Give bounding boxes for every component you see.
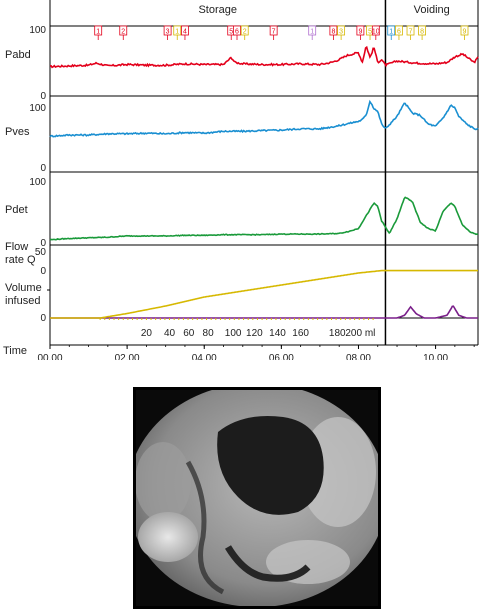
y-tick-label: 0 — [40, 238, 46, 249]
event-marker-label: 7 — [409, 29, 413, 36]
panel-label-pabd: Pabd — [5, 49, 31, 61]
fluoroscopy-bladder-xray — [133, 387, 381, 609]
x-tick-label: 08.00 — [346, 353, 371, 360]
panel-label-volume-2: infused — [5, 295, 40, 307]
event-marker-label: 2 — [243, 29, 247, 36]
x-axis-sub-label: 08.43 — [3, 359, 28, 360]
x-axis-title: Time — [3, 345, 27, 357]
panel-label-flow: Flow — [5, 241, 28, 253]
fluoroscopy-image — [133, 387, 381, 609]
event-marker-label: 1 — [96, 29, 100, 36]
event-marker-label: 7 — [272, 29, 276, 36]
volume-scale-label: 120 — [246, 328, 263, 339]
x-tick-label: 10.00 — [423, 353, 448, 360]
event-marker-label: 6 — [235, 29, 239, 36]
event-marker-label: 5 — [368, 29, 372, 36]
y-tick-label: 0 — [40, 163, 46, 174]
volume-scale-label: 140 — [269, 328, 286, 339]
y-tick-label: 100 — [29, 177, 46, 188]
volume-scale-label: 40 — [164, 328, 176, 339]
event-marker-label: 1 — [175, 29, 179, 36]
event-marker-label: 4 — [183, 29, 187, 36]
y-tick-label: 0 — [40, 313, 46, 324]
volume-scale-label: 100 — [225, 328, 242, 339]
y-tick-label: 0 — [40, 266, 46, 277]
panel-label-pves: Pves — [5, 126, 30, 138]
event-marker-label: 8 — [331, 29, 335, 36]
x-tick-label: 04.00 — [192, 353, 217, 360]
event-marker-label: 3 — [339, 29, 343, 36]
event-marker-label: 9 — [463, 29, 467, 36]
volume-scale-label: 60 — [183, 328, 195, 339]
event-marker-label: 10 — [372, 29, 380, 36]
event-marker-label: 6 — [397, 29, 401, 36]
y-tick-label: 50 — [35, 247, 47, 258]
y-tick-label: 100 — [29, 103, 46, 114]
series-line-pves — [49, 99, 479, 138]
volume-scale-label: 20 — [141, 328, 153, 339]
event-marker-label: 5 — [229, 29, 233, 36]
x-tick-label: 02.00 — [115, 353, 140, 360]
volume-scale-label: 200 ml — [345, 328, 375, 339]
series-line-pdet — [49, 196, 479, 241]
volume-scale-label: 180 — [329, 328, 346, 339]
urodynamic-chart: Storage VoidingPabd1000Pves1000Pdet1000Fl… — [3, 0, 479, 360]
series-line-flow — [50, 305, 478, 319]
y-tick-label: 100 — [29, 25, 46, 36]
event-marker-label: 9 — [358, 29, 362, 36]
phase-label: Storage — [198, 4, 237, 16]
panel-label-volume: Volume — [5, 282, 42, 294]
event-marker-label: 1 — [310, 29, 314, 36]
series-line-infused — [50, 269, 478, 319]
x-tick-label: 06.00 — [269, 353, 294, 360]
panel-label-pdet: Pdet — [5, 204, 28, 216]
volume-scale-label: 160 — [292, 328, 309, 339]
event-marker-label: 8 — [420, 29, 424, 36]
x-tick-label: 00.00 — [37, 353, 62, 360]
phase-label: Voiding — [414, 4, 450, 16]
series-line-pabd — [49, 45, 479, 69]
panel-label-flow-2: rate Q — [5, 254, 36, 266]
volume-scale-label: 80 — [203, 328, 215, 339]
event-marker-label: 1 — [389, 29, 393, 36]
event-marker-label: 3 — [166, 29, 170, 36]
event-marker-label: 2 — [121, 29, 125, 36]
y-tick-label: 0 — [40, 91, 46, 102]
